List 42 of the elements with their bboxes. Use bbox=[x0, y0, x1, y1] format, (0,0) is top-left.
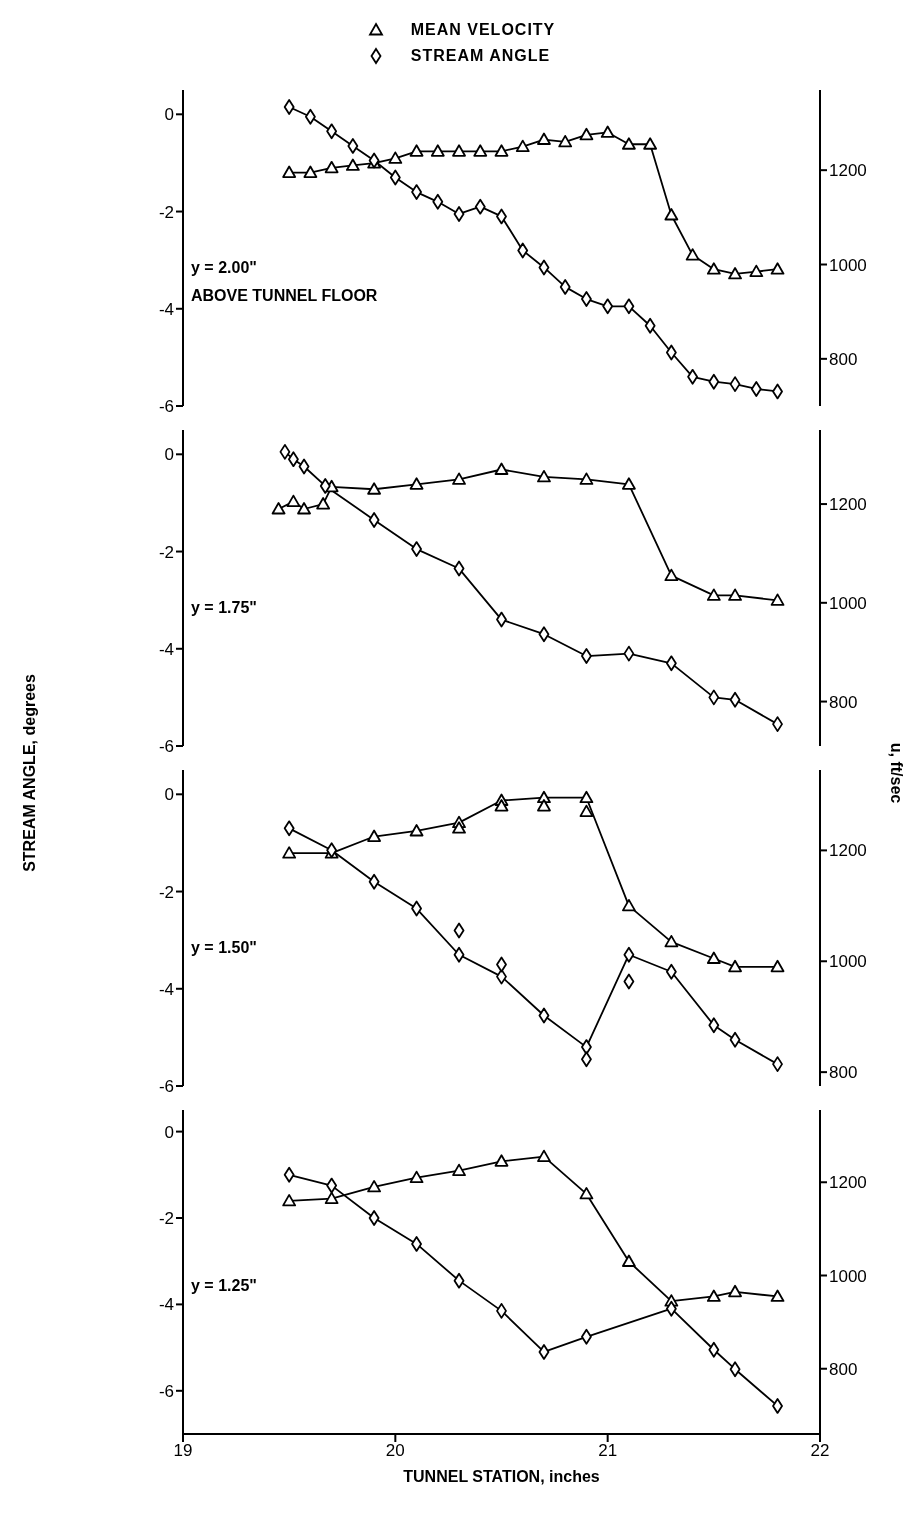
annotation: y = 1.25" bbox=[191, 1276, 257, 1297]
annotation: y = 1.75" bbox=[191, 598, 257, 619]
y-tick-label: 0 bbox=[164, 105, 174, 125]
y-tick-label: -4 bbox=[158, 299, 174, 319]
x-axis-title: TUNNEL STATION, inches bbox=[402, 1468, 601, 1486]
y2-tick-label: 1000 bbox=[829, 1266, 867, 1286]
y-tick-label: -2 bbox=[158, 202, 174, 222]
y-tick-label: -6 bbox=[158, 397, 174, 417]
legend-label: MEAN VELOCITY bbox=[410, 21, 556, 39]
y2-tick-label: 1000 bbox=[829, 593, 867, 613]
annotation: y = 1.50" bbox=[191, 938, 257, 959]
y-tick-label: -6 bbox=[158, 1381, 174, 1401]
y-tick-label: -4 bbox=[158, 639, 174, 659]
y-tick-label: -4 bbox=[158, 1295, 174, 1315]
y-tick-label: -6 bbox=[158, 737, 174, 757]
y2-tick-label: 800 bbox=[829, 349, 858, 369]
y2-axis-title: u, ft/sec bbox=[887, 742, 905, 804]
y-tick-label: -2 bbox=[158, 542, 174, 562]
y-axis-title: STREAM ANGLE, degrees bbox=[21, 674, 39, 872]
y-tick-label: 0 bbox=[164, 1122, 174, 1142]
y-tick-label: 0 bbox=[164, 445, 174, 465]
y2-tick-label: 1200 bbox=[829, 495, 867, 515]
y-tick-label: 0 bbox=[164, 785, 174, 805]
y2-tick-label: 1200 bbox=[829, 1173, 867, 1193]
annotation: y = 2.00" bbox=[191, 258, 258, 279]
y-tick-label: -2 bbox=[158, 882, 174, 902]
y2-tick-label: 800 bbox=[829, 692, 858, 712]
legend-label: STREAM ANGLE bbox=[410, 47, 551, 65]
x-tick-label: 22 bbox=[810, 1441, 830, 1461]
y-tick-label: -6 bbox=[158, 1077, 174, 1097]
y2-tick-label: 1200 bbox=[829, 841, 867, 861]
y2-tick-label: 1000 bbox=[829, 952, 867, 972]
y2-tick-label: 800 bbox=[829, 1063, 858, 1083]
y2-tick-label: 1000 bbox=[829, 255, 867, 275]
y-tick-label: -4 bbox=[158, 979, 174, 999]
annotation: ABOVE TUNNEL FLOOR bbox=[191, 286, 378, 307]
y-tick-label: -2 bbox=[158, 1209, 174, 1229]
y2-tick-label: 800 bbox=[829, 1359, 858, 1379]
x-tick-label: 21 bbox=[598, 1441, 618, 1461]
x-tick-label: 19 bbox=[173, 1441, 193, 1461]
x-tick-label: 20 bbox=[385, 1441, 405, 1461]
y2-tick-label: 1200 bbox=[829, 161, 867, 181]
